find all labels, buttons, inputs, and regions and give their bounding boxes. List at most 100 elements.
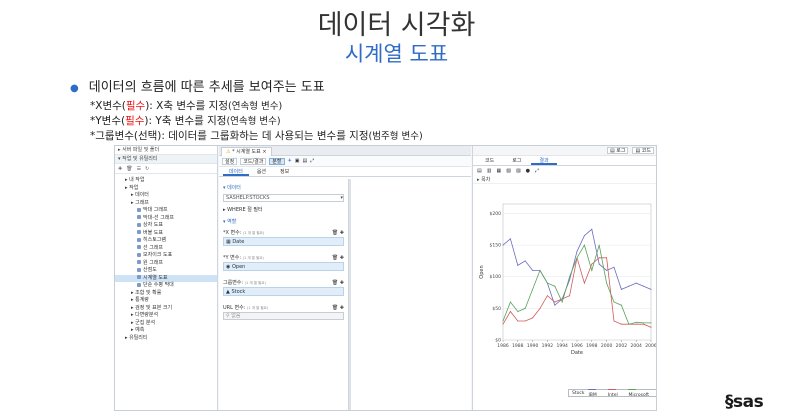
settings-view-button[interactable]: 설정: [222, 157, 238, 165]
close-tab-icon[interactable]: ×: [262, 148, 267, 155]
expand-icon[interactable]: ⤢: [535, 168, 540, 174]
tree-item[interactable]: ▸ 조합 및 확률: [131, 289, 162, 296]
y-variable-value[interactable]: ◉ Open: [223, 262, 344, 271]
tree-item[interactable]: 단순 수평 막대: [115, 282, 217, 290]
add-icon[interactable]: ✚: [339, 255, 344, 261]
properties-icon[interactable]: ☰: [136, 165, 142, 172]
where-filter-header[interactable]: ▸ WHERE 절 필터: [223, 207, 263, 213]
x-tick-label: 1988: [512, 343, 524, 349]
server-files-header[interactable]: ▸ 서버 파일 및 폴더: [115, 146, 217, 155]
x-variable-label: *X 변수: (1 개 열 필요) 🗑 ✚: [223, 230, 344, 236]
refresh-icon[interactable]: ↻: [145, 165, 150, 172]
tab-results[interactable]: 결과: [531, 157, 557, 165]
code-results-view-button[interactable]: 코드/결과: [240, 157, 267, 165]
data-options-pane: ▾ 데이터 SASHELP.STOCKS ▾ ▸ WHERE 절 필터 ▾ 역할 …: [219, 179, 349, 410]
tree-item[interactable]: ▸ 내 작업: [125, 177, 145, 183]
person-icon[interactable]: ●: [525, 168, 531, 174]
maximize-icon[interactable]: ⤢: [310, 158, 315, 164]
tab-log[interactable]: 로그: [512, 158, 522, 164]
tree-item[interactable]: 원 그래프: [115, 260, 217, 268]
delete-icon[interactable]: 🗑: [331, 305, 339, 311]
tree-item[interactable]: 히스토그램: [115, 237, 217, 245]
chevron-icon: ▸: [131, 289, 136, 296]
slide-title: 데이터 시각화: [317, 10, 476, 41]
tree-item[interactable]: ▸ 검정 및 표본 크기: [131, 304, 173, 311]
data-point: [576, 257, 578, 259]
add-icon[interactable]: ✚: [339, 230, 344, 236]
html-icon[interactable]: ▤: [477, 168, 482, 174]
tab-info[interactable]: 정보: [280, 169, 290, 175]
legend-item-intel: Intel: [607, 388, 625, 398]
tab-data[interactable]: 데이터: [223, 168, 249, 176]
data-point: [502, 320, 504, 322]
tab-code[interactable]: 코드: [485, 158, 495, 164]
y-axis-label: Open: [479, 265, 485, 278]
data-point: [628, 285, 630, 287]
data-point: [606, 269, 608, 271]
pdf-icon[interactable]: ▥: [486, 168, 492, 174]
y-variable-label: *Y 변수: (1 개 열 필요) 🗑 ✚: [223, 255, 344, 261]
print-icon[interactable]: ▨: [515, 168, 521, 174]
group-variable-label: 그룹변수: (1 개 열 필요) 🗑 ✚: [223, 280, 344, 286]
splitter-handle[interactable]: [349, 179, 351, 410]
tree-item[interactable]: 상자 도표: [115, 222, 217, 230]
tree-item[interactable]: 버블 도표: [115, 230, 217, 238]
split-view-button[interactable]: 분할: [269, 157, 285, 165]
tab-timeseries[interactable]: ⚠ * 시계열 도표 ×: [221, 146, 272, 156]
log-button[interactable]: ▤ 로그: [606, 147, 629, 154]
delete-icon[interactable]: 🗑: [331, 230, 339, 236]
x-tick-label: 2000: [601, 343, 613, 349]
data-point: [583, 282, 585, 284]
delete-icon[interactable]: 🗑: [331, 280, 339, 286]
rtf-icon[interactable]: ▧: [506, 168, 511, 174]
tree-item[interactable]: 막대 그래프: [115, 207, 217, 215]
toc-header[interactable]: ▸ 목차: [473, 176, 656, 184]
x-variable-value[interactable]: ▦ Date: [223, 237, 344, 246]
delete-icon[interactable]: 🗑: [331, 255, 339, 261]
new-icon[interactable]: ✚: [118, 165, 123, 172]
data-point: [635, 282, 637, 284]
run-icon[interactable]: ✈: [287, 158, 292, 164]
group-variable-value[interactable]: ▲ Stock: [223, 287, 344, 296]
slide-subtitle: 시계열 도표: [344, 42, 449, 66]
url-variable-value[interactable]: ⚲ 없음: [223, 312, 344, 320]
data-point: [532, 317, 534, 319]
word-icon[interactable]: ▦: [496, 168, 502, 174]
tree-item[interactable]: 모자이크 도표: [115, 252, 217, 260]
tab-options[interactable]: 옵션: [256, 169, 267, 175]
chevron-icon: ▸: [131, 319, 136, 326]
save-icon[interactable]: ▣: [294, 158, 300, 164]
tree-item[interactable]: 선 그래프: [115, 245, 217, 253]
tree-item[interactable]: ▸ 작업: [125, 184, 139, 191]
tree-item[interactable]: ▸ 그래프: [131, 199, 149, 206]
data-point: [650, 322, 652, 324]
code-button[interactable]: ▤ 코드: [632, 147, 654, 154]
chevron-icon: ▸: [131, 312, 136, 318]
tree-item[interactable]: ▸ 다변량분석: [131, 312, 159, 318]
tree-item[interactable]: 막대-선 그래프: [115, 215, 217, 223]
data-point: [502, 323, 504, 325]
data-section-header[interactable]: ▾ 데이터: [223, 185, 241, 191]
code-icon: ▤: [635, 148, 642, 154]
dataset-select[interactable]: SASHELP.STOCKS ▾: [223, 194, 344, 202]
add-icon[interactable]: ✚: [339, 305, 344, 311]
tree-item[interactable]: ▸ 예측: [131, 327, 145, 333]
task-icon: [137, 207, 141, 212]
add-icon[interactable]: ✚: [339, 280, 344, 286]
tree-item[interactable]: ▸ 데이터: [131, 192, 149, 198]
log-icon: ▤: [609, 148, 617, 154]
tree-item[interactable]: ▸ 유틸리티: [125, 334, 148, 341]
tree-item[interactable]: 산점도: [115, 267, 217, 275]
task-icon: [137, 245, 141, 249]
legend-item-ibm: IBM: [588, 388, 603, 398]
tree-item[interactable]: ▸ 군집 분석: [131, 319, 156, 326]
data-point: [598, 257, 600, 259]
roles-section-header[interactable]: ▾ 역할: [223, 219, 237, 225]
delete-icon[interactable]: 🗑: [126, 165, 133, 172]
x-tick-label: 1992: [542, 343, 554, 349]
tree-item[interactable]: 시계열 도표: [115, 274, 217, 282]
data-point: [576, 250, 578, 252]
save-as-icon[interactable]: ▤: [302, 158, 308, 164]
tree-item[interactable]: ▸ 통계량: [131, 297, 149, 303]
tasks-utilities-header[interactable]: ▾ 작업 및 유틸리티: [115, 155, 217, 164]
